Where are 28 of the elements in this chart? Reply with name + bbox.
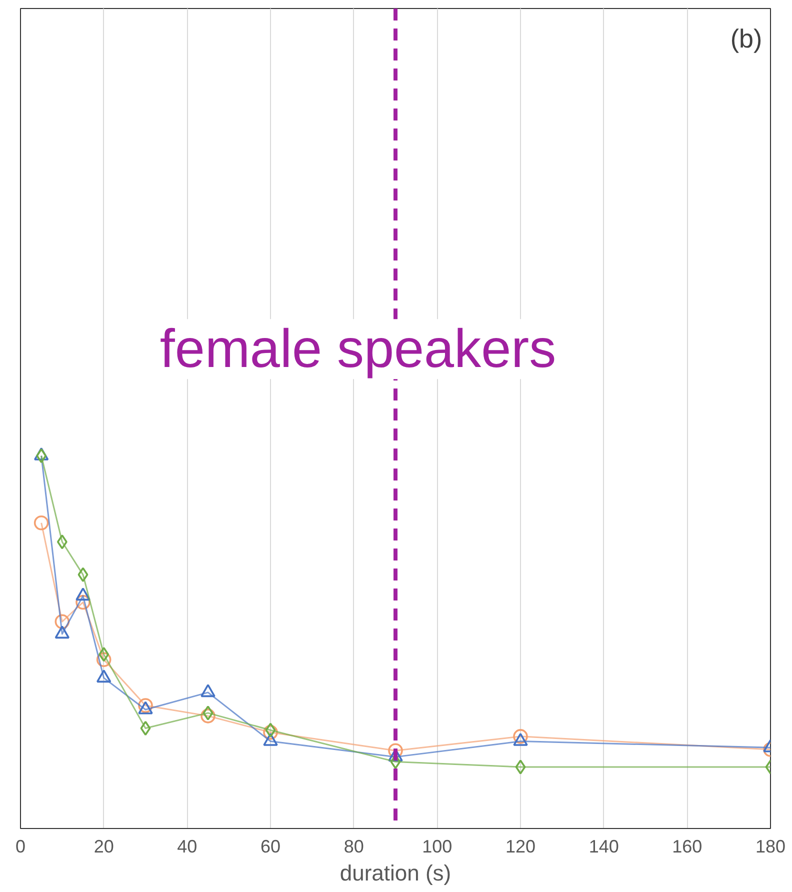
point	[96, 652, 112, 668]
point	[36, 448, 47, 464]
point	[200, 708, 216, 724]
point	[78, 567, 88, 582]
point	[388, 743, 403, 758]
x-tick-label: 60	[260, 836, 281, 856]
x-tick-label: 140	[588, 836, 619, 856]
x-tick-label: 180	[755, 836, 786, 856]
point	[202, 706, 214, 720]
x-tick-label: 120	[505, 836, 536, 856]
x-axis-title: duration (s)	[340, 860, 452, 886]
x-tick-label: 20	[94, 836, 114, 856]
x-tick-label: 100	[422, 836, 452, 856]
point	[513, 729, 528, 744]
x-tick-label: 0	[15, 836, 26, 856]
point	[140, 720, 151, 736]
point	[138, 698, 153, 713]
x-tick-label: 160	[672, 836, 702, 856]
text: female speakers	[160, 319, 556, 380]
point	[34, 515, 49, 530]
x-tick-label: 80	[344, 836, 364, 856]
point	[76, 594, 90, 610]
point	[98, 647, 110, 662]
x-tick-label: 40	[177, 836, 198, 856]
point	[54, 614, 70, 630]
point	[515, 760, 526, 774]
point	[56, 534, 68, 550]
text: (b)	[730, 23, 762, 54]
